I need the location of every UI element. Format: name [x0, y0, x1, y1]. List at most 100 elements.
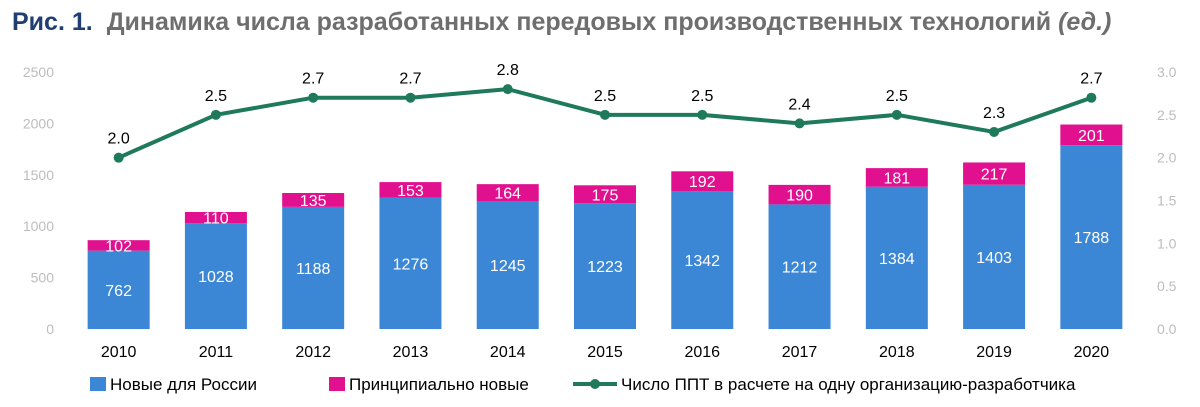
y-left-tick-label: 1000 — [23, 218, 54, 234]
line-value-label: 2.5 — [886, 88, 908, 105]
bar-fundamentally-new — [963, 162, 1026, 185]
bar-value-label-new-for-russia: 1212 — [782, 260, 818, 277]
bar-value-label-new-for-russia: 1788 — [1074, 230, 1110, 247]
line-value-label: 2.5 — [594, 88, 616, 105]
bar-new-for-russia — [379, 197, 442, 329]
x-tick-label: 2019 — [976, 344, 1012, 361]
bar-value-label-new-for-russia: 762 — [105, 283, 132, 300]
bar-value-label-new-for-russia: 1276 — [393, 256, 429, 273]
line-point — [989, 126, 1000, 137]
bar-new-for-russia — [282, 206, 345, 329]
bar-new-for-russia — [1060, 145, 1123, 329]
legend-label-line: Число ППТ в расчете на одну организацию-… — [621, 375, 1076, 394]
line-point — [113, 152, 124, 163]
bar-new-for-russia — [865, 186, 928, 329]
line-value-label: 2.5 — [205, 88, 227, 105]
y-right-tick-label: 3.0 — [1157, 64, 1177, 80]
bar-value-label-new-for-russia: 1245 — [490, 258, 526, 275]
bar-value-label-fundamentally-new: 164 — [494, 186, 521, 203]
chart-title: Рис. 1. Динамика числа разработанных пере… — [12, 8, 1111, 37]
bar-fundamentally-new — [574, 185, 636, 204]
bar-fundamentally-new — [1060, 124, 1123, 146]
line-point — [697, 109, 708, 120]
legend-swatch-fundamentally-new — [329, 377, 345, 391]
bar-value-label-new-for-russia: 1384 — [879, 251, 915, 268]
x-tick-label: 2014 — [490, 344, 526, 361]
bar-value-label-new-for-russia: 1342 — [684, 253, 720, 270]
legend-swatch-line-marker — [590, 379, 600, 389]
line-point — [794, 118, 805, 129]
x-tick-label: 2017 — [782, 344, 818, 361]
bar-new-for-russia — [963, 184, 1026, 329]
x-tick-label: 2010 — [101, 344, 137, 361]
line-point — [600, 109, 610, 120]
bar-fundamentally-new — [865, 168, 928, 187]
line-value-label: 2.7 — [399, 71, 421, 88]
y-right-tick-label: 0.0 — [1157, 321, 1177, 337]
chart-title-text: Динамика числа разработанных передовых п… — [106, 8, 1052, 36]
legend-label-fundamentally-new: Принципиально новые — [349, 375, 529, 394]
line-value-label: 2.3 — [983, 105, 1005, 122]
bar-value-label-fundamentally-new: 181 — [883, 170, 910, 187]
figure-number: Рис. 1. — [12, 8, 93, 36]
line-point — [502, 84, 513, 95]
legend-swatch-new-for-russia — [90, 377, 106, 391]
x-tick-label: 2013 — [393, 344, 429, 361]
bar-new-for-russia — [768, 204, 831, 329]
bar-value-label-fundamentally-new: 217 — [981, 167, 1008, 184]
legend-label-new-for-russia: Новые для России — [110, 375, 257, 394]
bar-value-label-fundamentally-new: 135 — [300, 193, 327, 210]
y-right-tick-label: 0.5 — [1157, 278, 1177, 294]
bar-value-label-fundamentally-new: 102 — [105, 238, 132, 255]
bar-fundamentally-new — [87, 240, 150, 251]
bar-fundamentally-new — [671, 171, 734, 192]
y-right-tick-label: 2.5 — [1157, 107, 1177, 123]
bar-value-label-fundamentally-new: 110 — [203, 211, 229, 228]
line-value-label: 2.7 — [1080, 71, 1102, 88]
bar-fundamentally-new — [379, 182, 442, 198]
bar-value-label-fundamentally-new: 201 — [1078, 128, 1105, 145]
line-value-label: 2.5 — [691, 88, 713, 105]
bar-value-label-new-for-russia: 1223 — [587, 259, 623, 276]
bar-value-label-new-for-russia: 1403 — [976, 250, 1012, 267]
bar-value-label-fundamentally-new: 192 — [689, 174, 716, 191]
line-point — [210, 109, 221, 120]
line-value-label: 2.7 — [302, 71, 324, 88]
bar-value-label-new-for-russia: 1188 — [296, 261, 331, 278]
x-tick-label: 2020 — [1074, 344, 1110, 361]
y-left-tick-label: 1500 — [23, 167, 54, 183]
bar-new-for-russia — [574, 203, 636, 329]
bar-fundamentally-new — [768, 184, 831, 205]
y-left-tick-label: 500 — [31, 270, 55, 286]
y-right-tick-label: 2.0 — [1157, 150, 1177, 166]
x-tick-label: 2011 — [199, 344, 234, 361]
bar-new-for-russia — [476, 201, 539, 329]
y-left-tick-label: 0 — [46, 321, 54, 337]
bar-value-label-fundamentally-new: 175 — [592, 187, 619, 204]
x-tick-label: 2012 — [295, 344, 331, 361]
bar-fundamentally-new — [282, 192, 345, 207]
bar-value-label-fundamentally-new: 190 — [786, 188, 813, 205]
bar-value-label-new-for-russia: 1028 — [198, 269, 234, 286]
line-point — [405, 92, 416, 103]
y-left-tick-label: 2500 — [23, 64, 54, 80]
line-point — [891, 109, 902, 120]
y-left-tick-label: 2000 — [23, 115, 54, 131]
bar-new-for-russia — [671, 191, 734, 329]
x-tick-label: 2016 — [684, 344, 720, 361]
bar-fundamentally-new — [184, 212, 247, 224]
y-right-tick-label: 1.0 — [1157, 235, 1177, 251]
chart-unit: (ед.) — [1058, 8, 1112, 36]
x-tick-label: 2018 — [879, 344, 915, 361]
bar-new-for-russia — [87, 250, 150, 329]
y-right-tick-label: 1.5 — [1157, 193, 1177, 209]
line-value-label: 2.4 — [788, 96, 810, 113]
line-point — [308, 92, 319, 103]
bar-value-label-fundamentally-new: 153 — [397, 183, 424, 200]
x-tick-label: 2015 — [587, 344, 623, 361]
line-point — [1086, 92, 1097, 103]
bar-new-for-russia — [184, 223, 247, 329]
line-value-label: 2.8 — [497, 62, 519, 79]
